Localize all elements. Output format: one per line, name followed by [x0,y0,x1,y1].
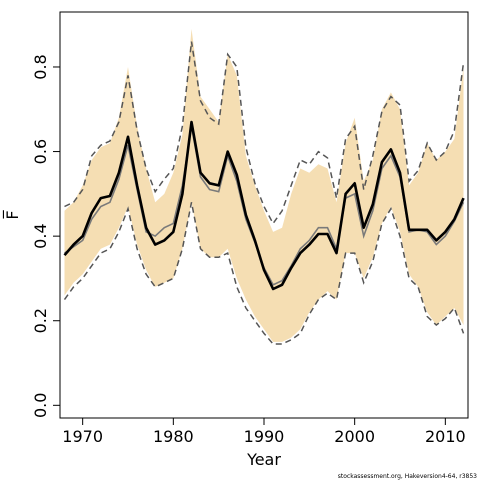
y-tick-label: 0.6 [31,139,50,164]
plot-area [63,28,465,345]
x-tick-label: 1990 [244,427,285,446]
y-tick-label: 0.8 [31,54,50,79]
y-axis-label: F̅ [3,209,22,219]
upper-bound-line [64,41,465,225]
axes: 1970 1980 1990 2000 2010 0.0 0.2 0.4 0.6 0.8 [31,54,466,446]
x-tick-label: 1970 [62,427,103,446]
x-tick-label: 1980 [153,427,194,446]
estimate-line [63,120,465,291]
footnote: stockassessment.org, Hakeversion4-64, r3… [338,473,477,480]
y-tick-label: 0.4 [31,223,50,248]
confidence-band [64,28,464,342]
x-tick-label: 2000 [334,427,375,446]
y-tick-label: 0.0 [31,393,50,418]
lower-bound-line [63,202,465,345]
x-axis-label: Year [246,450,281,469]
y-tick-label: 0.2 [31,308,50,333]
x-tick-label: 2010 [425,427,466,446]
